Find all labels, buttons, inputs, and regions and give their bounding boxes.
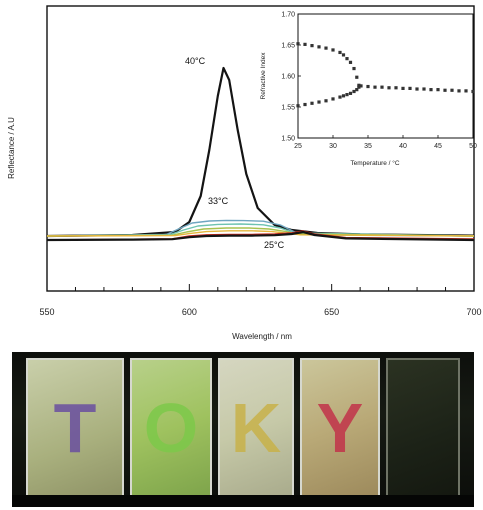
- x-tick-label: 550: [39, 307, 54, 317]
- photo-bottom-strip: [12, 495, 474, 507]
- inset-data-point: [331, 97, 335, 101]
- inset-data-point: [341, 94, 346, 98]
- sample-patch-2: O: [130, 358, 212, 498]
- inset-y-tick-label: 1.60: [281, 74, 295, 81]
- sample-patch-3: K: [218, 358, 294, 498]
- sample-patch-5: [386, 358, 460, 498]
- main-plot-frame: [46, 5, 475, 292]
- sample-letter-1: T: [53, 389, 97, 467]
- inset-data-point: [436, 88, 440, 92]
- inset-data-point: [324, 99, 328, 103]
- inset-y-axis-title: Refractive Index: [260, 52, 267, 100]
- inset-data-point: [348, 91, 353, 95]
- inset-data-point: [415, 87, 419, 91]
- sample-patch-1: T: [26, 358, 124, 498]
- inset-y-tick-label: 1.65: [281, 43, 295, 50]
- inset-data-point: [296, 104, 300, 108]
- inset-data-point: [338, 95, 342, 99]
- inset-data-point: [450, 88, 454, 92]
- x-tick-label: 600: [182, 307, 197, 317]
- sample-patch-4: Y: [300, 358, 380, 498]
- inset-data-point: [355, 75, 359, 79]
- inset-data-point: [310, 101, 314, 105]
- tokyo-sample-photo: T O K Y: [12, 352, 474, 507]
- inset-x-tick-label: 25: [294, 143, 302, 150]
- spectrum-line-7: [46, 230, 475, 242]
- x-tick-label: 700: [466, 307, 481, 317]
- inset-y-tick-label: 1.55: [281, 105, 295, 112]
- peak-label-40c: 40°C: [185, 56, 206, 66]
- inset-x-tick-label: 30: [329, 143, 337, 150]
- inset-data-point: [341, 53, 346, 57]
- inset-x-tick-label: 40: [399, 143, 407, 150]
- inset-x-tick-label: 45: [434, 143, 442, 150]
- inset-data-point: [401, 86, 405, 90]
- inset-data-point: [471, 89, 475, 94]
- inset-data-point: [380, 85, 384, 89]
- inset-data-point: [357, 85, 361, 89]
- inset-x-tick-label: 50: [469, 143, 477, 150]
- inset-data-point: [303, 42, 307, 46]
- inset-y-tick-label: 1.70: [281, 12, 295, 19]
- inset-data-point: [408, 86, 412, 90]
- inset-data-point: [317, 45, 321, 49]
- inset-data-point: [359, 84, 363, 88]
- inset-data-point: [366, 84, 370, 89]
- refractive-index-inset: 25 30 35 40 45 50 1.50 1.55 1.60 1.65 1.70 Refract…: [260, 12, 477, 168]
- inset-data-point: [296, 42, 300, 46]
- inset-data-point: [338, 50, 342, 55]
- x-axis-title: Wavelength / nm: [232, 332, 292, 341]
- x-tick-label: 650: [324, 307, 339, 317]
- sample-letter-4: Y: [316, 389, 364, 467]
- inset-data-point: [373, 85, 377, 89]
- inset-data-point: [303, 102, 307, 107]
- inset-data-point: [355, 88, 359, 92]
- inset-data-point: [324, 46, 328, 50]
- inset-data-point: [345, 57, 349, 61]
- inset-data-point: [352, 89, 356, 94]
- peak-label-25c: 25°C: [264, 240, 285, 250]
- inset-data-point: [310, 44, 314, 48]
- inset-data-point: [331, 48, 335, 52]
- reflectance-chart: 550 600 650 700 Reflectance / A.U Wavelengt…: [7, 5, 482, 341]
- spectrum-line-3: [46, 223, 475, 237]
- inset-x-tick-label: 35: [364, 143, 372, 150]
- inset-data-point: [464, 89, 468, 93]
- inset-data-point: [429, 88, 433, 92]
- inset-y-tick-label: 1.50: [281, 136, 295, 143]
- inset-data-point: [394, 86, 398, 90]
- sample-letter-3: K: [230, 389, 282, 467]
- inset-data-point: [348, 60, 353, 64]
- inset-data-point: [317, 100, 321, 104]
- inset-plot-frame: [297, 13, 474, 139]
- inset-data-point: [422, 87, 426, 91]
- y-axis-title: Reflectance / A.U: [7, 117, 16, 179]
- sample-letter-2: O: [143, 389, 199, 467]
- inset-data-point: [457, 89, 461, 93]
- inset-data-point: [352, 66, 356, 71]
- peak-label-33c: 33°C: [208, 196, 229, 206]
- inset-x-axis-title: Temperature / °C: [350, 159, 400, 167]
- inset-data-point: [387, 86, 391, 90]
- inset-data-point: [443, 88, 447, 92]
- inset-data-point: [357, 83, 361, 87]
- inset-data-point: [345, 93, 349, 97]
